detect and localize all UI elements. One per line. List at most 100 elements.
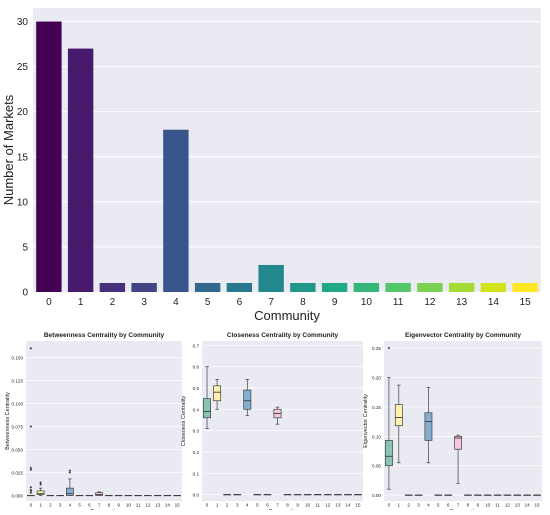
box-chart-closeness: Closeness Centrality by Community 0.0 0.1 0…	[181, 332, 363, 510]
bar	[258, 265, 283, 292]
bar-y-tick-label: 5	[22, 242, 28, 253]
betweenness-y-tick-label: 0.025	[12, 470, 24, 475]
eigenvector-x-tick-label: 7	[457, 503, 460, 508]
bar	[227, 283, 252, 292]
closeness-x-tick-label: 9	[296, 503, 299, 508]
betweenness-x-tick-label: 15	[175, 503, 181, 508]
betweenness-x-tick-label: 13	[155, 503, 161, 508]
closeness-y-tick-label: 0.3	[193, 429, 200, 434]
bar-x-tick-label: 0	[46, 297, 52, 308]
eigenvector-x-tick-label: 3	[417, 503, 420, 508]
eigenvector-y-tick-label: 0.05	[372, 464, 381, 469]
closeness-x-tick-label: 14	[345, 503, 351, 508]
bar	[481, 283, 506, 292]
box-chart-eigenvector: Eigenvector Centrality by Community 0.00 0…	[363, 332, 542, 510]
closeness-x-tick-label: 11	[315, 503, 320, 508]
eigenvector-x-tick-label: 2	[407, 503, 410, 508]
eigenvector-x-tick-label: 6	[447, 503, 450, 508]
eigenvector-plot-area	[384, 341, 542, 501]
betweenness-x-tick-label: 4	[69, 503, 72, 508]
betweenness-y-tick-label: 0.100	[12, 402, 24, 407]
eigenvector-y-tick-label: 0.10	[372, 434, 381, 439]
closeness-box	[213, 386, 220, 401]
bar-y-tick-label: 20	[17, 107, 29, 118]
closeness-x-tick-label: 6	[266, 503, 269, 508]
bar-x-tick-label: 3	[141, 297, 147, 308]
closeness-x-tick-label: 8	[286, 503, 289, 508]
bar-x-tick-label: 14	[488, 297, 500, 308]
bar-x-tick-label: 7	[268, 297, 274, 308]
eigenvector-x-tick-label: 0	[388, 503, 391, 508]
eigenvector-x-tick-label: 10	[485, 503, 491, 508]
bar-y-tick-label: 10	[17, 197, 29, 208]
betweenness-y-tick-label: 0.050	[12, 448, 24, 453]
eigenvector-x-tick-label: 5	[437, 503, 440, 508]
eigenvector-box	[385, 440, 392, 465]
betweenness-y-tick-label: 0.000	[12, 493, 24, 498]
bar-x-tick-label: 11	[393, 297, 404, 308]
bar	[100, 283, 125, 292]
closeness-x-tick-label: 13	[335, 503, 341, 508]
bar-x-tick-label: 6	[237, 297, 243, 308]
eigenvector-x-tick-label: 13	[515, 503, 521, 508]
bar	[195, 283, 220, 292]
box-chart-betweenness: Betweenness Centrality by Community0.000…	[5, 332, 182, 510]
closeness-y-tick-label: 0.1	[193, 471, 200, 476]
closeness-y-tick-label: 0.5	[193, 386, 200, 391]
bar-x-tick-label: 13	[456, 297, 468, 308]
eigenvector-x-tick-label: 8	[467, 503, 470, 508]
bar-plot-area	[33, 8, 541, 292]
bar	[354, 283, 379, 292]
closeness-x-tick-label: 12	[325, 503, 331, 508]
betweenness-x-tick-label: 8	[108, 503, 111, 508]
closeness-y-tick-label: 0.4	[193, 407, 200, 412]
closeness-x-tick-label: 0	[206, 503, 209, 508]
betweenness-x-tick-label: 0	[30, 503, 33, 508]
betweenness-x-tick-label: 9	[117, 503, 120, 508]
bar-y-axis-label: Number of Markets	[1, 94, 16, 205]
bar-y-tick-label: 0	[22, 288, 28, 299]
betweenness-x-tick-label: 1	[39, 503, 42, 508]
eigenvector-title: Eigenvector Centrality by Community	[405, 332, 521, 339]
betweenness-x-tick-label: 3	[59, 503, 62, 508]
betweenness-x-tick-label: 7	[98, 503, 101, 508]
eigenvector-y-tick-label: 0.25	[372, 346, 381, 351]
bar-x-tick-label: 5	[205, 297, 211, 308]
bar	[131, 283, 156, 292]
closeness-title: Closeness Centrality by Community	[227, 332, 339, 339]
closeness-x-tick-label: 10	[305, 503, 311, 508]
betweenness-y-axis-label: Betweenness Centrality	[5, 392, 11, 450]
bar	[163, 130, 188, 292]
closeness-plot-area	[202, 341, 363, 501]
bar-x-tick-label: 1	[78, 297, 84, 308]
betweenness-x-tick-label: 6	[88, 503, 91, 508]
eigenvector-x-tick-label: 12	[505, 503, 511, 508]
closeness-y-tick-label: 0.2	[193, 450, 200, 455]
bar-y-tick-label: 25	[17, 62, 29, 73]
bar-x-tick-label: 15	[520, 297, 532, 308]
eigenvector-x-tick-label: 11	[495, 503, 500, 508]
closeness-x-tick-label: 3	[236, 503, 239, 508]
betweenness-x-tick-label: 11	[136, 503, 141, 508]
eigenvector-y-tick-label: 0.15	[372, 405, 381, 410]
bar-x-axis-label: Community	[254, 308, 320, 323]
bar-x-tick-label: 9	[332, 297, 338, 308]
betweenness-x-tick-label: 5	[78, 503, 81, 508]
eigenvector-box	[395, 405, 402, 426]
eigenvector-y-tick-label: 0.00	[372, 493, 381, 498]
closeness-box	[203, 399, 210, 418]
bar	[512, 283, 537, 292]
bar-x-tick-label: 8	[300, 297, 306, 308]
betweenness-x-tick-label: 14	[165, 503, 171, 508]
betweenness-x-tick-label: 10	[126, 503, 132, 508]
eigenvector-box	[425, 413, 432, 441]
bar-x-tick-label: 10	[361, 297, 373, 308]
closeness-y-tick-label: 0.0	[193, 493, 200, 498]
bar	[36, 22, 61, 292]
eigenvector-y-axis-label: Eigenvector Centrality	[363, 394, 369, 448]
closeness-x-tick-label: 2	[226, 503, 229, 508]
closeness-box	[244, 390, 251, 409]
bar	[385, 283, 410, 292]
